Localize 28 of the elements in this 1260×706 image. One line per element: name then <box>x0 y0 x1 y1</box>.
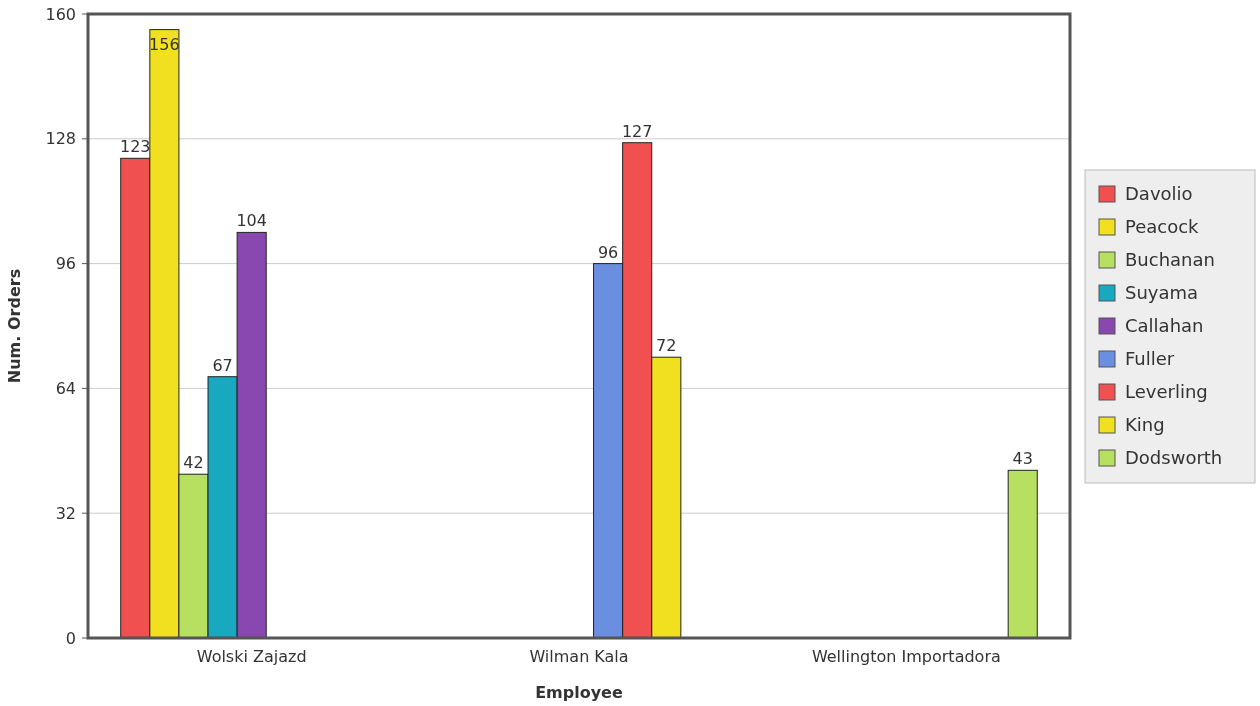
data-label: 72 <box>656 336 677 356</box>
y-tick-label: 32 <box>55 503 76 523</box>
data-label: 104 <box>236 211 267 231</box>
y-tick-label: 128 <box>45 129 76 149</box>
legend-label: Davolio <box>1125 183 1193 205</box>
legend-label: Fuller <box>1125 348 1175 370</box>
legend-label: Suyama <box>1125 282 1199 304</box>
y-tick-label: 96 <box>55 254 76 274</box>
y-tick-label: 64 <box>55 379 76 398</box>
legend-label: Buchanan <box>1125 249 1215 271</box>
x-tick-label: Wolski Zajazd <box>196 647 307 666</box>
data-label: 43 <box>1012 449 1033 469</box>
y-tick-label: 0 <box>65 628 76 648</box>
legend-label: Leverling <box>1125 381 1208 403</box>
x-tick-label: Wellington Importadora <box>811 647 1001 666</box>
legend-label: Peacock <box>1125 216 1200 238</box>
y-tick-label: 160 <box>45 4 76 24</box>
data-label: 67 <box>212 355 233 375</box>
legend-label: King <box>1125 414 1165 436</box>
y-axis-title: Num. Orders <box>5 268 24 384</box>
x-tick-label: Wilman Kala <box>529 647 629 666</box>
data-label: 96 <box>597 242 619 262</box>
data-label: 42 <box>183 453 204 473</box>
data-label: 123 <box>120 137 151 157</box>
legend-label: Dodsworth <box>1125 447 1223 469</box>
legend-label: Callahan <box>1125 315 1204 337</box>
x-axis-title: Employee <box>535 683 623 702</box>
data-label: 127 <box>621 121 653 141</box>
